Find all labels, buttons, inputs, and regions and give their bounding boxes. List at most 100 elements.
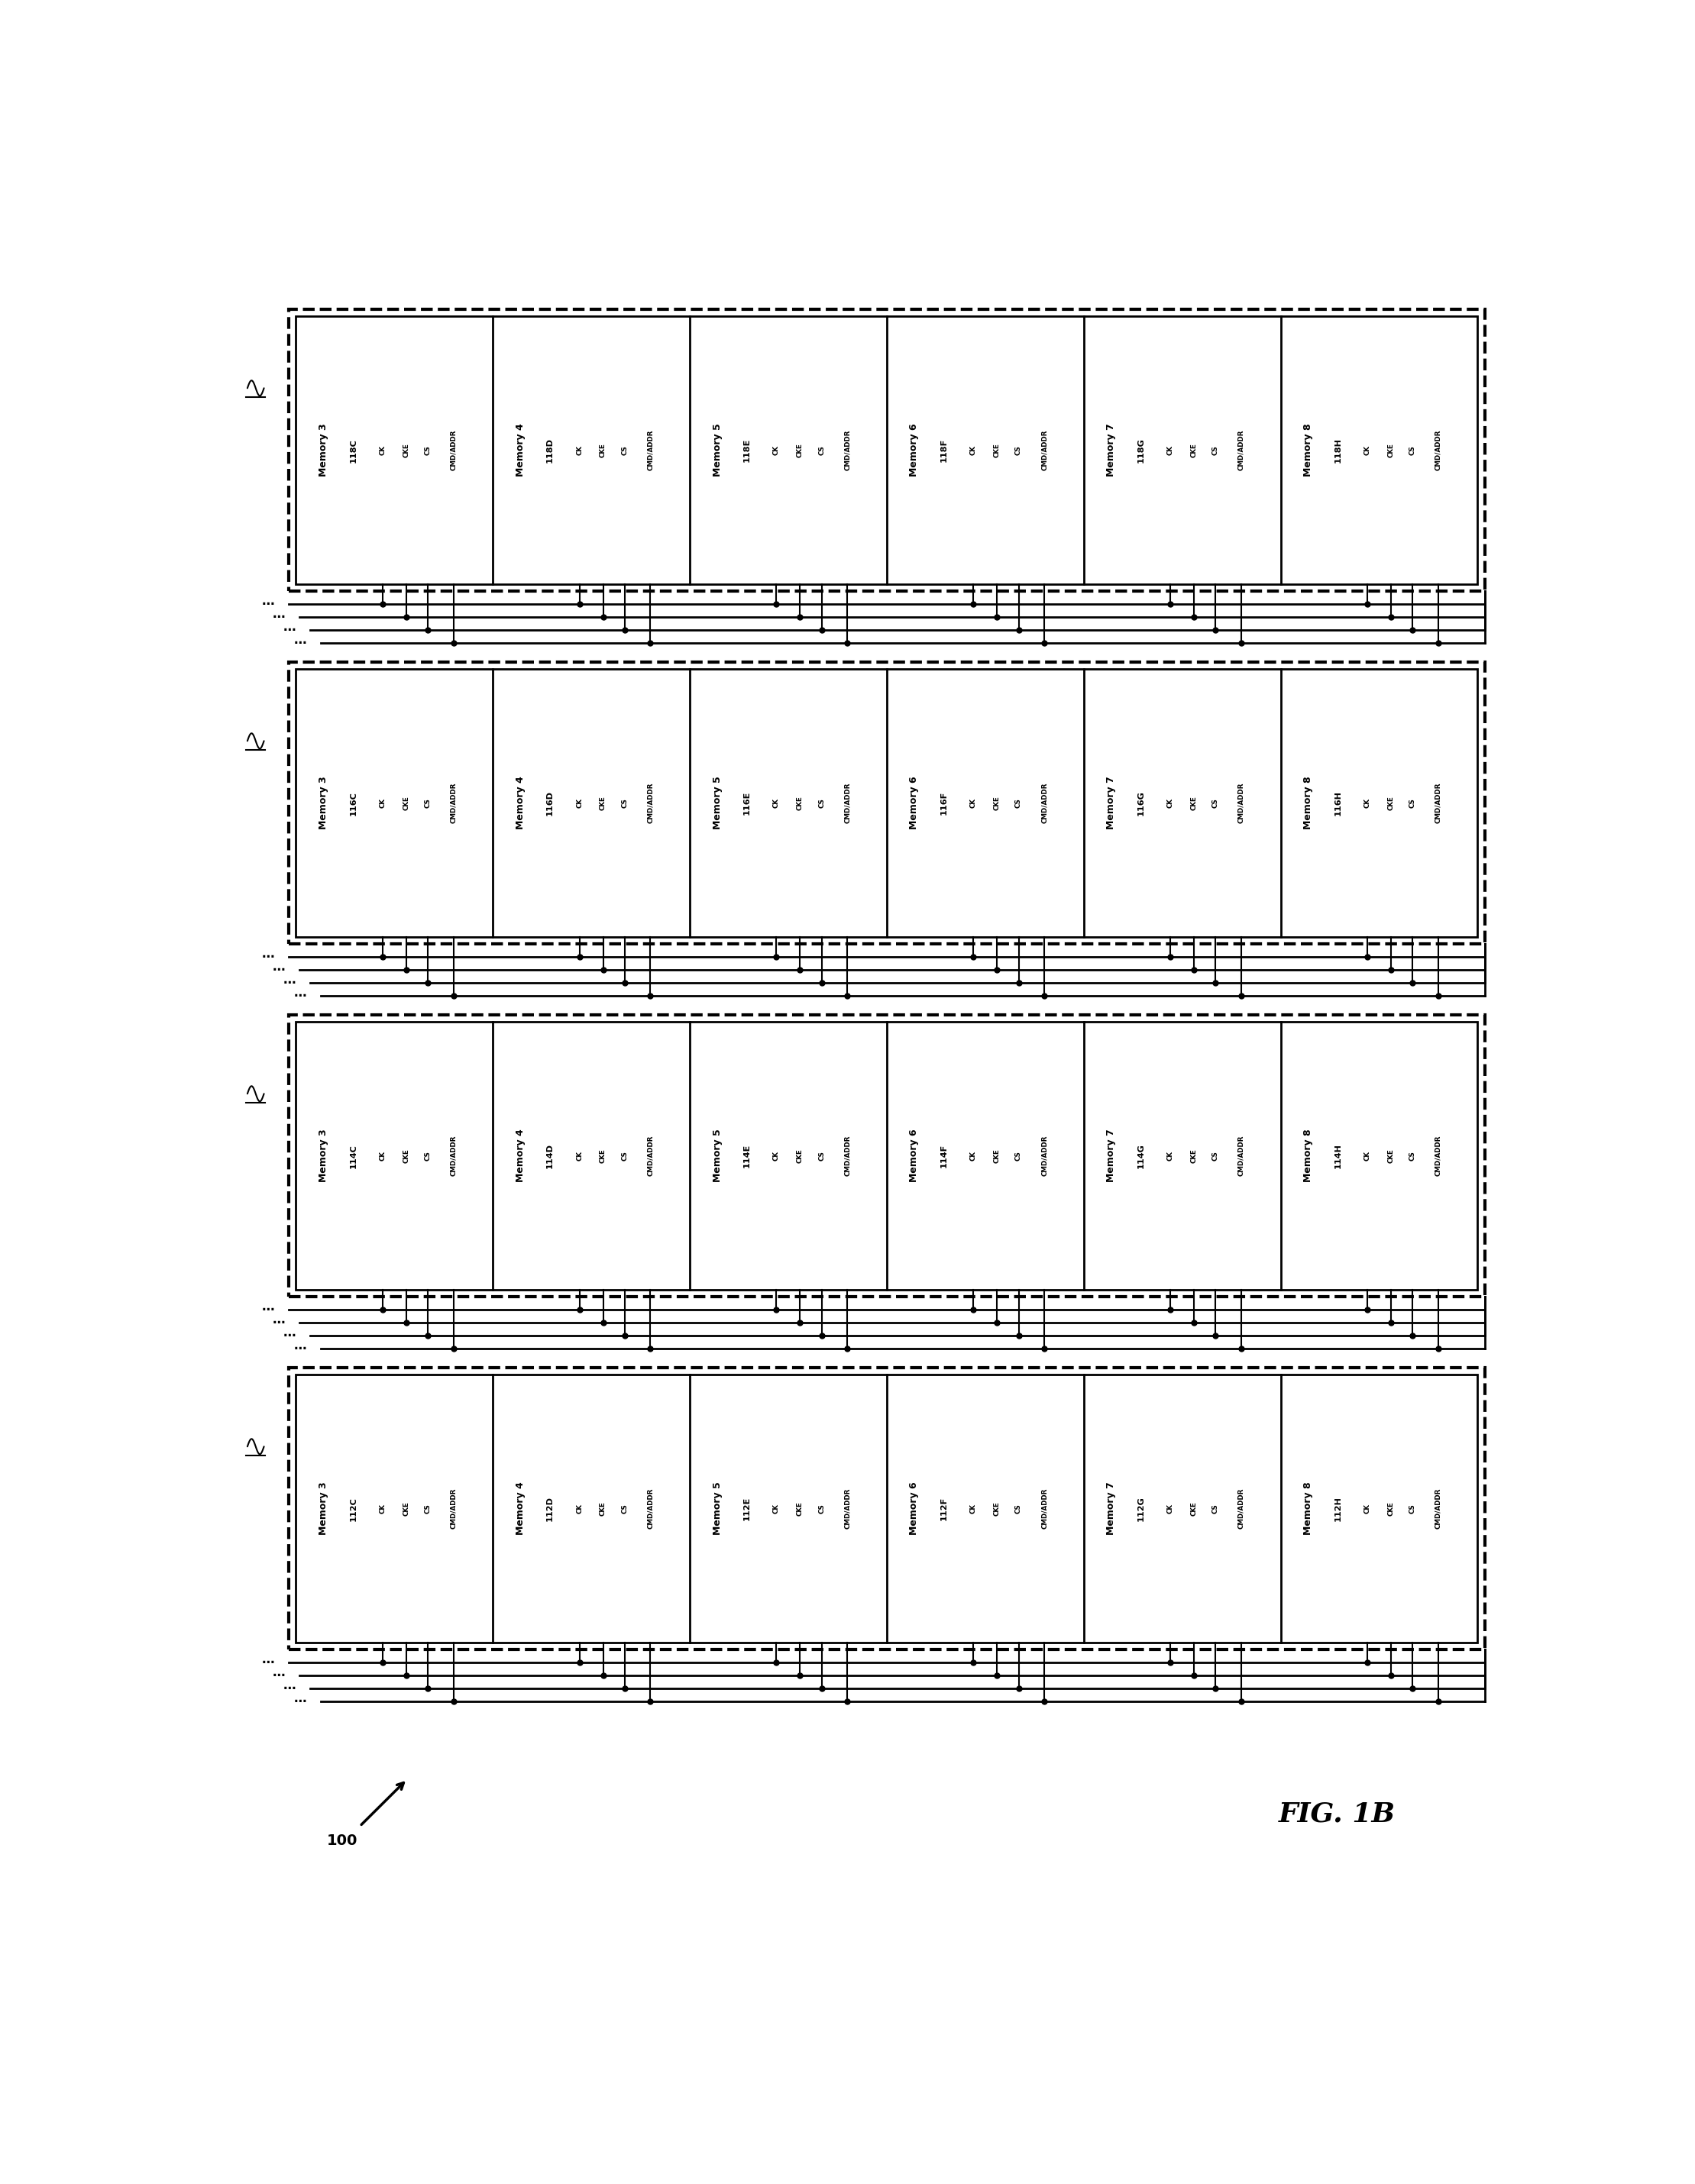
Text: CKE: CKE (993, 1149, 1000, 1164)
Text: ⋯: ⋯ (273, 609, 285, 625)
Text: CS: CS (1212, 1151, 1219, 1160)
Text: ⋯: ⋯ (293, 989, 307, 1002)
Text: 118C: 118C (349, 439, 358, 463)
Text: 112F: 112F (941, 1496, 948, 1520)
Text: Memory 5: Memory 5 (712, 1483, 722, 1535)
Text: CS: CS (1409, 1505, 1415, 1514)
Text: CK: CK (380, 797, 386, 808)
Text: CK: CK (576, 797, 583, 808)
Text: CS: CS (1015, 446, 1022, 454)
Text: CS: CS (424, 1505, 431, 1514)
Text: CS: CS (424, 1151, 431, 1160)
Text: CK: CK (380, 1151, 386, 1162)
Text: CS: CS (622, 1505, 629, 1514)
Bar (288, 1367, 1485, 1649)
Text: CMD/ADDR: CMD/ADDR (451, 430, 458, 472)
Text: 114G: 114G (1137, 1142, 1144, 1168)
Text: Memory 6: Memory 6 (909, 1129, 919, 1182)
Text: 100: 100 (327, 1835, 358, 1848)
Bar (288, 310, 1485, 592)
Text: CMD/ADDR: CMD/ADDR (1434, 782, 1442, 823)
Text: 114C: 114C (349, 1144, 358, 1168)
Text: CMD/ADDR: CMD/ADDR (844, 782, 851, 823)
Text: 114D: 114D (546, 1142, 554, 1168)
Text: CKE: CKE (1190, 443, 1197, 456)
Text: CK: CK (1364, 1151, 1371, 1162)
Text: CKE: CKE (797, 1149, 803, 1164)
Text: ⋯: ⋯ (261, 1304, 275, 1317)
Text: ⋯: ⋯ (293, 636, 307, 651)
Text: CS: CS (622, 797, 629, 808)
Text: CMD/ADDR: CMD/ADDR (451, 782, 458, 823)
Text: CS: CS (424, 446, 431, 454)
Text: Memory 7: Memory 7 (1107, 424, 1117, 476)
Text: 112G: 112G (1137, 1496, 1144, 1522)
Text: CS: CS (819, 1505, 825, 1514)
Bar (288, 662, 1485, 943)
Text: CKE: CKE (1190, 1149, 1197, 1164)
Text: CS: CS (1212, 797, 1219, 808)
Text: Memory 8: Memory 8 (1303, 424, 1314, 476)
Text: CKE: CKE (403, 443, 410, 456)
Text: CMD/ADDR: CMD/ADDR (1041, 782, 1048, 823)
Text: 118H: 118H (1334, 437, 1341, 463)
Bar (288, 1016, 1485, 1297)
Text: 112C: 112C (349, 1496, 358, 1520)
Text: CKE: CKE (1388, 1500, 1395, 1516)
Text: ⋯: ⋯ (261, 598, 275, 612)
Text: CMD/ADDR: CMD/ADDR (647, 430, 654, 472)
Text: CKE: CKE (1190, 1500, 1197, 1516)
Text: Memory 5: Memory 5 (712, 424, 722, 476)
Text: Memory 7: Memory 7 (1107, 1483, 1117, 1535)
Text: CMD/ADDR: CMD/ADDR (1434, 430, 1442, 472)
Text: CMD/ADDR: CMD/ADDR (647, 782, 654, 823)
Text: CKE: CKE (797, 443, 803, 456)
Text: Memory 4: Memory 4 (515, 424, 525, 476)
Text: Memory 3: Memory 3 (319, 424, 329, 476)
Text: Memory 7: Memory 7 (1107, 1129, 1117, 1182)
Bar (297, 668, 1478, 937)
Text: CKE: CKE (993, 795, 1000, 810)
Text: 114E: 114E (742, 1144, 751, 1168)
Text: CMD/ADDR: CMD/ADDR (1237, 782, 1244, 823)
Text: 116G: 116G (1137, 791, 1144, 815)
Text: 116C: 116C (349, 791, 358, 815)
Text: CS: CS (1015, 797, 1022, 808)
Text: CS: CS (1212, 1505, 1219, 1514)
Text: 112D: 112D (546, 1496, 554, 1522)
Text: ⋯: ⋯ (273, 963, 285, 976)
Bar (297, 1374, 1478, 1642)
Text: ⋯: ⋯ (293, 1341, 307, 1356)
Text: Memory 6: Memory 6 (909, 424, 919, 476)
Text: CKE: CKE (993, 1500, 1000, 1516)
Text: CK: CK (1364, 446, 1371, 454)
Text: CMD/ADDR: CMD/ADDR (1041, 1136, 1048, 1177)
Text: CK: CK (970, 1503, 976, 1514)
Text: CK: CK (1166, 797, 1173, 808)
Text: 112E: 112E (742, 1496, 751, 1520)
Text: CMD/ADDR: CMD/ADDR (1237, 1487, 1244, 1529)
Text: CK: CK (576, 446, 583, 454)
Text: CS: CS (424, 797, 431, 808)
Text: CKE: CKE (600, 1149, 607, 1164)
Text: CK: CK (773, 1151, 780, 1162)
Text: CKE: CKE (403, 1500, 410, 1516)
Text: CMD/ADDR: CMD/ADDR (1237, 1136, 1244, 1177)
Text: CKE: CKE (797, 1500, 803, 1516)
Text: CMD/ADDR: CMD/ADDR (1041, 430, 1048, 472)
Text: CKE: CKE (600, 795, 607, 810)
Text: CS: CS (1212, 446, 1219, 454)
Text: CKE: CKE (600, 443, 607, 456)
Text: Memory 8: Memory 8 (1303, 1483, 1314, 1535)
Text: Memory 3: Memory 3 (319, 1483, 329, 1535)
Text: CKE: CKE (600, 1500, 607, 1516)
Text: Memory 6: Memory 6 (909, 1483, 919, 1535)
Text: CS: CS (1015, 1505, 1022, 1514)
Text: ⋯: ⋯ (273, 1669, 285, 1682)
Text: CK: CK (773, 797, 780, 808)
Text: CKE: CKE (1388, 443, 1395, 456)
Text: Memory 4: Memory 4 (515, 1483, 525, 1535)
Text: CMD/ADDR: CMD/ADDR (1237, 430, 1244, 472)
Text: CK: CK (1166, 446, 1173, 454)
Text: 114F: 114F (941, 1144, 948, 1168)
